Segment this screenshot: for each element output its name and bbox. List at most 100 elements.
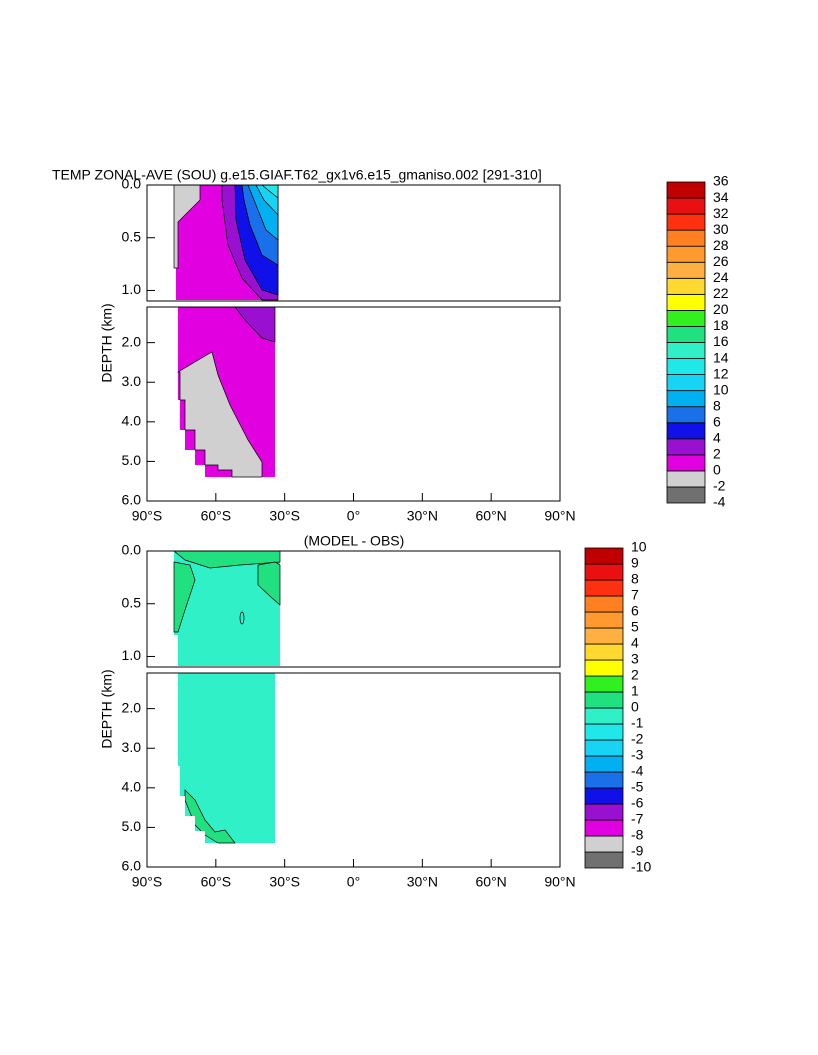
- colorbar-label: 18: [713, 317, 729, 333]
- colorbar-bin: [584, 563, 624, 581]
- colorbar-bin: [666, 342, 706, 359]
- colorbar-bin: [584, 723, 624, 741]
- colorbar-bin: [666, 213, 706, 231]
- colorbar-bin: [666, 181, 706, 199]
- colorbar-bin: [666, 470, 706, 488]
- colorbar-bin: [584, 659, 624, 677]
- x-tick-label: 30°N: [407, 874, 438, 890]
- colorbar-bin: [666, 486, 706, 504]
- x-tick-label: 90°N: [544, 508, 575, 524]
- colorbar-label: 2: [713, 446, 721, 462]
- y-tick-label: 0.0: [122, 176, 142, 192]
- colorbar-label: -3: [631, 747, 644, 763]
- colorbar-label: -6: [631, 795, 644, 811]
- x-tick-label: 60°S: [201, 508, 232, 524]
- colorbar-bin: [584, 771, 624, 789]
- colorbar-label: 10: [631, 539, 647, 555]
- colorbar-label: 32: [713, 205, 729, 221]
- y-tick-label: 0.5: [122, 228, 142, 244]
- x-tick-label: 60°N: [476, 874, 507, 890]
- x-tick-label: 90°S: [132, 874, 163, 890]
- colorbar-label: 22: [713, 285, 729, 301]
- colorbar-bin: [584, 675, 624, 693]
- colorbar-bin: [584, 787, 624, 805]
- colorbar-label: 12: [713, 365, 729, 381]
- colorbar-label: -2: [713, 478, 726, 494]
- colorbar-bin: [584, 819, 624, 837]
- y-tick-label: 4.0: [122, 779, 142, 795]
- x-tick-label: 30°S: [269, 874, 300, 890]
- y-tick-label: 2.0: [122, 699, 142, 715]
- colorbar-bin: [584, 595, 624, 613]
- colorbar-bin: [666, 422, 706, 440]
- colorbar-label: 10: [713, 381, 729, 397]
- plot-frame: [146, 184, 561, 302]
- chart-title: (MODEL - OBS): [304, 533, 405, 549]
- colorbar-label: 0: [713, 462, 721, 478]
- y-axis-label: DEPTH (km): [99, 669, 115, 748]
- colorbar-label: -4: [631, 763, 644, 779]
- colorbar-label: 26: [713, 253, 729, 269]
- colorbar-label: 36: [713, 173, 729, 189]
- colorbar-label: 28: [713, 237, 729, 253]
- y-tick-label: 3.0: [122, 739, 142, 755]
- colorbar-bin: [666, 277, 706, 295]
- x-tick-label: 60°S: [201, 874, 232, 890]
- colorbar-bin: [666, 390, 706, 408]
- y-tick-label: 5.0: [122, 452, 142, 468]
- colorbar-bin: [666, 245, 706, 263]
- y-tick-label: 6.0: [122, 858, 142, 874]
- colorbar-label: -1: [631, 715, 644, 731]
- x-tick-label: 30°N: [407, 508, 438, 524]
- colorbar-label: -2: [631, 731, 644, 747]
- colorbar-bin: [584, 707, 624, 725]
- colorbar-bin: [666, 454, 706, 472]
- colorbar-label: -5: [631, 779, 644, 795]
- colorbar-label: 5: [631, 619, 639, 635]
- colorbar-bin: [666, 309, 706, 327]
- y-tick-label: 6.0: [122, 492, 142, 508]
- colorbar-bin: [666, 293, 706, 311]
- x-tick-label: 60°N: [476, 508, 507, 524]
- x-tick-label: 30°S: [269, 508, 300, 524]
- colorbar-bin: [584, 803, 624, 821]
- plot-frame: [146, 550, 561, 668]
- colorbar-bin: [584, 739, 624, 757]
- colorbar-bin: [666, 197, 706, 215]
- y-tick-label: 4.0: [122, 413, 142, 429]
- y-tick-label: 1.0: [122, 281, 142, 297]
- y-tick-label: 5.0: [122, 818, 142, 834]
- colorbar-label: 7: [631, 587, 639, 603]
- colorbar-label: 34: [713, 189, 729, 205]
- colorbar-bin: [584, 851, 624, 869]
- colorbar-label: 9: [631, 555, 639, 571]
- colorbar-bin: [584, 611, 624, 629]
- colorbar-label: 6: [713, 413, 721, 429]
- contour-field: [173, 550, 281, 868]
- colorbar-label: -4: [713, 494, 726, 510]
- colorbar-label: -7: [631, 811, 644, 827]
- y-axis-label: DEPTH (km): [99, 303, 115, 382]
- colorbar-label: 14: [713, 349, 729, 365]
- contour-field: [173, 184, 279, 502]
- colorbar-bin: [666, 261, 706, 279]
- colorbar-label: 2: [631, 667, 639, 683]
- y-tick-label: 3.0: [122, 373, 142, 389]
- colorbar-bin: [584, 627, 624, 645]
- colorbar-label: 3: [631, 651, 639, 667]
- colorbar-bin: [584, 755, 624, 773]
- colorbar-bin: [666, 229, 706, 247]
- x-tick-label: 90°S: [132, 508, 163, 524]
- colorbar-label: 8: [713, 397, 721, 413]
- colorbar-bin: [666, 406, 706, 424]
- colorbar-label: 1: [631, 683, 639, 699]
- y-tick-label: 0.0: [122, 542, 142, 558]
- y-tick-label: 2.0: [122, 333, 142, 349]
- colorbar-bin: [584, 579, 624, 597]
- colorbar-bin: [584, 691, 624, 709]
- colorbar-label: 0: [631, 699, 639, 715]
- colorbar-bin: [584, 547, 624, 565]
- x-tick-label: 0°: [347, 874, 360, 890]
- colorbar-label: 6: [631, 603, 639, 619]
